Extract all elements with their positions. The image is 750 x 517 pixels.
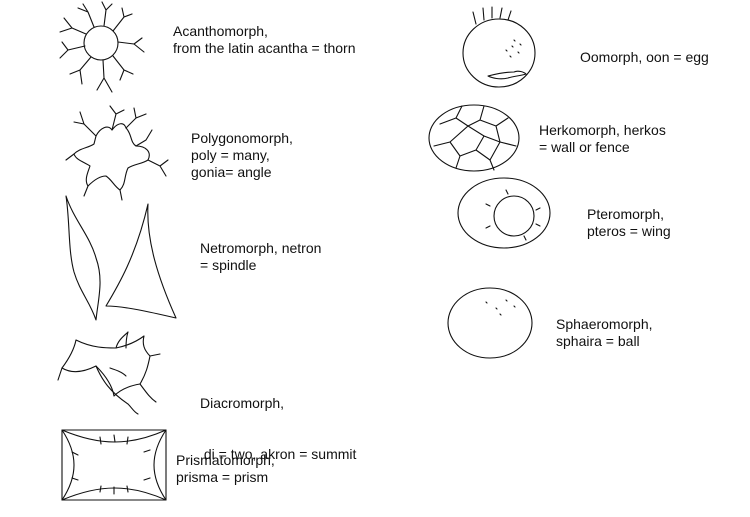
label-sphaeromorph: Sphaeromorph, sphaira = ball bbox=[556, 316, 653, 350]
morphotype-name: Netromorph, netron bbox=[200, 240, 322, 256]
polygonomorph-icon bbox=[65, 105, 169, 201]
label-acanthomorph: Acanthomorph, from the latin acantha = t… bbox=[173, 23, 356, 57]
diacromorph-icon bbox=[57, 331, 161, 415]
herkomorph-icon bbox=[428, 104, 520, 172]
morphotype-name: Pteromorph, bbox=[587, 206, 665, 222]
morphotype-meaning: = spindle bbox=[200, 257, 257, 273]
label-netromorph: Netromorph, netron = spindle bbox=[200, 240, 321, 274]
label-diacromorph: Diacromorph, di = two, akron = summit bbox=[200, 361, 356, 480]
morphotype-name: Sphaeromorph, bbox=[556, 316, 653, 332]
label-polygonomorph: Polygonomorph, poly = many, gonia= angle bbox=[191, 130, 293, 181]
morphotype-name: Prismatomorph, bbox=[176, 452, 275, 468]
morphotype-meaning: di = two, akron = summit bbox=[200, 446, 357, 462]
pteromorph-icon bbox=[457, 177, 551, 249]
prismatomorph-icon bbox=[61, 429, 167, 501]
morphotype-name: Diacromorph, bbox=[200, 395, 285, 411]
netromorph-icon bbox=[65, 195, 177, 321]
morphotype-name: Herkomorph, herkos bbox=[539, 122, 666, 138]
morphotype-meaning-2: gonia= angle bbox=[191, 164, 272, 180]
morphotype-meaning: prisma = prism bbox=[176, 469, 269, 485]
morphotype-meaning: poly = many, bbox=[191, 147, 270, 163]
label-herkomorph: Herkomorph, herkos = wall or fence bbox=[539, 122, 666, 156]
morphotype-name: Oomorph, oon = egg bbox=[580, 49, 709, 65]
sphaeromorph-icon bbox=[447, 287, 533, 359]
oomorph-icon bbox=[462, 6, 536, 88]
label-pteromorph: Pteromorph, pteros = wing bbox=[587, 206, 671, 240]
morphotype-meaning: pteros = wing bbox=[587, 223, 671, 239]
acanthomorph-icon bbox=[59, 1, 145, 93]
label-prismatomorph: Prismatomorph, prisma = prism bbox=[176, 452, 275, 486]
morphotype-name: Polygonomorph, bbox=[191, 130, 293, 146]
morphotype-meaning: = wall or fence bbox=[539, 139, 630, 155]
label-oomorph: Oomorph, oon = egg bbox=[580, 49, 709, 66]
morphotype-meaning: from the latin acantha = thorn bbox=[173, 40, 356, 56]
morphotype-meaning: sphaira = ball bbox=[556, 333, 640, 349]
morphotype-name: Acanthomorph, bbox=[173, 23, 268, 39]
